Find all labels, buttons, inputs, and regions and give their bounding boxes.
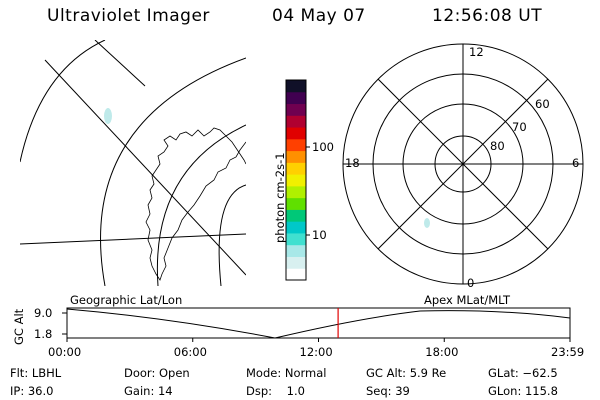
colorbar-cell <box>286 232 306 246</box>
instrument-title: Ultraviolet Imager <box>47 6 210 26</box>
colorbar-cell <box>286 138 306 152</box>
aurora-patch <box>424 218 430 228</box>
colorbar-cell <box>286 244 306 257</box>
footer-door: Door: Open <box>124 366 190 380</box>
polar-label-0: 0 <box>467 276 475 290</box>
coastline <box>145 127 246 281</box>
footer-mode: Mode: Normal <box>246 366 327 380</box>
meridian-line <box>94 40 146 87</box>
meridian-line <box>44 59 246 276</box>
polar-label-70: 70 <box>512 120 527 134</box>
time-label: 12:56:08 UT <box>432 6 543 26</box>
colorbar-cell <box>286 185 306 199</box>
timeline-frame <box>66 307 571 339</box>
meridian-line <box>20 233 246 245</box>
colorbar-cell <box>286 103 306 116</box>
footer-flt: Flt: LBHL <box>10 366 62 380</box>
timeline-xtick-label: 00:00 <box>48 345 82 359</box>
polar-label-60: 60 <box>535 97 550 111</box>
colorbar-unit-label: photon cm-2s-1 <box>273 152 287 243</box>
colorbar-cell <box>286 150 306 163</box>
footer-glat: GLat: −62.5 <box>488 366 558 380</box>
footer-dsp: Dsp: 1.0 <box>246 384 305 398</box>
polar-label-18: 18 <box>345 156 360 170</box>
timeline-xtick-label: 06:00 <box>173 345 207 359</box>
timeline-ytick-top: 9.0 <box>34 306 53 320</box>
colorbar-tick-100-label: 100 <box>312 140 334 154</box>
timeline-right-title: Apex MLat/MLT <box>424 293 511 307</box>
colorbar-frame <box>285 79 307 281</box>
timeline-ylabel: GC Alt <box>12 308 26 345</box>
latitude-arc <box>20 40 106 163</box>
polar-ring-80 <box>434 135 492 193</box>
colorbar-cell <box>286 197 306 210</box>
latitude-arc <box>156 124 246 286</box>
latitude-arc <box>100 57 246 286</box>
timeline-left-title: Geographic Lat/Lon <box>70 293 183 307</box>
colorbar-cell <box>286 268 306 281</box>
colorbar-cell <box>286 221 306 234</box>
footer-seq: Seq: 39 <box>366 384 410 398</box>
timeline-xtick-label: 23:59 <box>551 345 585 359</box>
colorbar-cell <box>286 127 306 140</box>
latitude-arc <box>218 184 246 286</box>
colorbar-cell <box>286 91 306 105</box>
polar-label-80: 80 <box>490 139 505 153</box>
aurora-patch <box>104 108 112 124</box>
polar-axis-diagonal <box>377 78 549 250</box>
colorbar-cell <box>286 256 306 269</box>
colorbar-cell <box>286 162 306 175</box>
polar-label-12: 12 <box>469 45 484 59</box>
footer-ip: IP: 36.0 <box>10 384 54 398</box>
timeline-xtick-label: 12:00 <box>299 345 333 359</box>
timeline-xtick-label: 18:00 <box>425 345 459 359</box>
colorbar-cell <box>286 209 306 222</box>
timeline-ytick-bottom: 1.8 <box>34 327 53 341</box>
polar-ring-outer <box>342 43 584 285</box>
polar-ring-70 <box>402 103 524 225</box>
polar-axis-diagonal <box>377 78 549 250</box>
colorbar-cell <box>286 174 306 187</box>
footer-glon: GLon: 115.8 <box>488 384 558 398</box>
footer-gcalt: GC Alt: 5.9 Re <box>366 366 447 380</box>
footer-gain: Gain: 14 <box>124 384 173 398</box>
colorbar-cell <box>286 115 306 128</box>
date-label: 04 May 07 <box>272 6 366 26</box>
colorbar-cell <box>286 80 306 93</box>
polar-ring-60 <box>372 73 554 255</box>
polar-label-6: 6 <box>572 156 580 170</box>
colorbar-tick-10-label: 10 <box>312 228 327 242</box>
altitude-curve <box>66 308 571 339</box>
